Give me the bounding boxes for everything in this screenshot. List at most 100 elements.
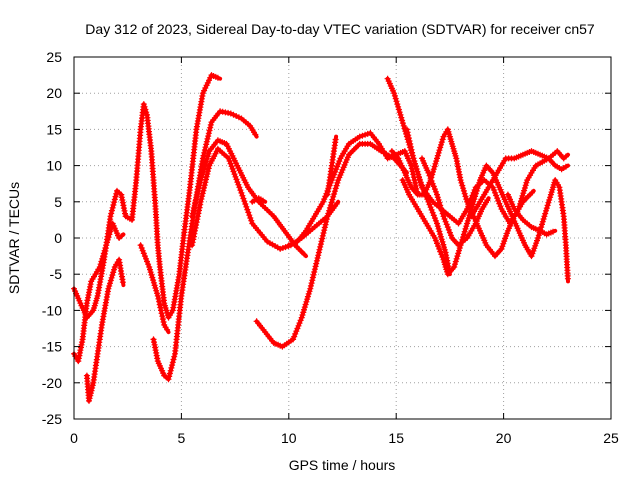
data-point-marker	[444, 224, 451, 231]
data-point-marker	[214, 74, 221, 81]
data-point-marker	[434, 220, 440, 227]
data-point-marker	[203, 176, 209, 183]
data-point-marker	[331, 191, 338, 197]
data-point-marker	[442, 218, 449, 225]
data-point-marker	[171, 353, 178, 360]
data-point-marker	[438, 205, 444, 212]
data-point-marker	[197, 198, 204, 205]
data-point-marker	[107, 280, 113, 287]
data-point-marker	[464, 217, 471, 224]
data-point-marker	[105, 285, 112, 292]
data-point-marker	[336, 158, 343, 165]
data-point-marker	[394, 101, 401, 108]
data-point-marker	[391, 92, 398, 99]
data-point-marker	[111, 199, 118, 206]
data-point-marker	[428, 206, 435, 213]
data-point-marker	[521, 185, 528, 191]
data-point-marker	[233, 176, 240, 183]
data-point-marker	[460, 187, 467, 194]
data-point-marker	[395, 106, 402, 113]
data-point-marker	[107, 277, 114, 284]
markers-track-11	[324, 136, 339, 198]
data-point-marker	[198, 196, 205, 202]
data-point-marker	[194, 191, 201, 197]
data-point-marker	[407, 143, 414, 150]
data-point-marker	[412, 182, 419, 189]
data-point-marker	[426, 172, 433, 179]
data-point-marker	[142, 106, 149, 113]
data-point-marker	[238, 189, 245, 196]
data-point-marker	[143, 255, 149, 262]
data-point-marker	[100, 250, 107, 257]
data-point-marker	[564, 275, 571, 282]
data-point-marker	[141, 103, 148, 110]
data-point-marker	[333, 182, 340, 189]
data-point-marker	[108, 274, 115, 281]
data-point-marker	[460, 231, 467, 238]
data-point-marker	[157, 304, 164, 311]
data-point-marker	[204, 171, 211, 177]
data-point-marker	[469, 192, 476, 199]
data-point-marker	[106, 283, 113, 289]
data-point-marker	[459, 182, 466, 189]
data-point-marker	[497, 203, 504, 210]
data-point-marker	[495, 197, 502, 204]
grid	[74, 57, 611, 419]
markers-track-5	[150, 108, 259, 383]
chart-title: Day 312 of 2023, Sidereal Day-to-day VTE…	[85, 21, 595, 37]
data-point-marker	[308, 280, 315, 287]
data-series	[71, 72, 571, 404]
x-tick-label: 20	[496, 430, 512, 446]
data-point-marker	[461, 228, 468, 235]
data-point-marker	[295, 322, 302, 329]
data-point-marker	[434, 240, 440, 247]
data-point-marker	[291, 333, 298, 340]
data-point-marker	[490, 187, 497, 193]
data-point-marker	[200, 152, 207, 159]
data-point-marker	[468, 195, 475, 202]
data-point-marker	[106, 231, 113, 238]
data-point-marker	[456, 247, 462, 254]
data-point-marker	[323, 216, 330, 223]
data-point-marker	[431, 235, 438, 241]
data-point-marker	[517, 200, 524, 207]
axis-ticks: 0 5 10 15 20 25 -25 -20 -15 -10 -5 0 5 10 15 20 25	[42, 49, 619, 446]
data-point-marker	[326, 204, 333, 211]
data-point-marker	[230, 168, 237, 175]
data-point-marker	[169, 359, 176, 366]
data-point-marker	[143, 109, 150, 116]
data-point-marker	[437, 144, 444, 151]
data-point-marker	[313, 257, 320, 264]
data-point-marker	[430, 168, 436, 175]
data-point-marker	[438, 251, 445, 258]
data-point-marker	[260, 197, 266, 204]
data-point-marker	[248, 217, 255, 224]
data-point-marker	[462, 225, 469, 232]
data-point-marker	[199, 190, 206, 197]
data-point-marker	[332, 136, 339, 143]
data-point-marker	[318, 238, 325, 245]
data-point-marker	[434, 191, 440, 198]
data-point-marker	[141, 253, 148, 260]
data-point-marker	[542, 210, 549, 217]
data-point-marker	[99, 255, 106, 262]
data-point-marker	[316, 246, 323, 253]
data-point-marker	[431, 215, 438, 222]
data-point-marker	[457, 177, 464, 184]
data-point-marker	[392, 95, 399, 102]
x-tick-label: 10	[281, 430, 297, 446]
data-point-marker	[139, 247, 146, 254]
data-point-marker	[203, 138, 210, 145]
data-point-marker	[227, 160, 234, 167]
data-point-marker	[545, 199, 552, 206]
data-point-marker	[448, 232, 454, 239]
markers-track-6	[189, 137, 308, 258]
data-point-marker	[397, 111, 404, 118]
data-point-marker	[101, 247, 108, 254]
data-point-marker	[391, 90, 398, 97]
markers-track-18	[419, 155, 491, 249]
data-point-marker	[189, 210, 196, 217]
data-point-marker	[111, 196, 118, 203]
data-point-marker	[297, 317, 304, 324]
markers-track-2	[71, 220, 125, 365]
